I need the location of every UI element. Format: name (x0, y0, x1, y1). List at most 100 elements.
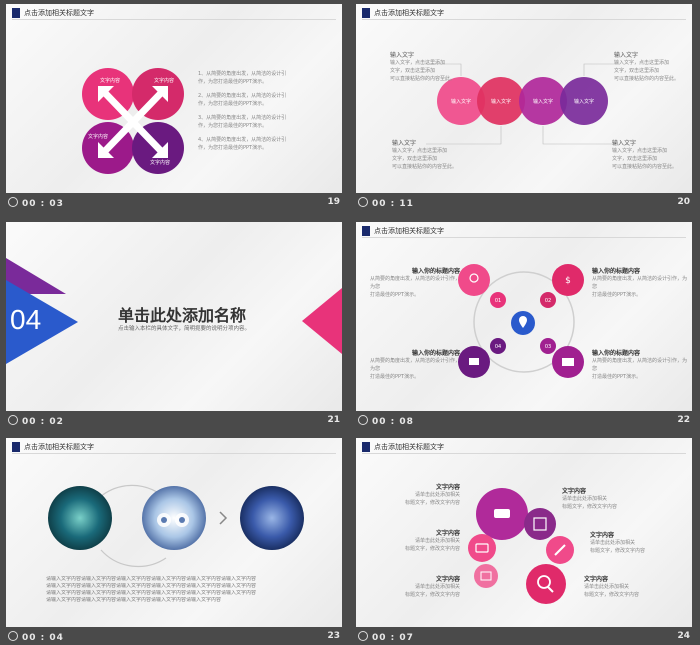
item-line: 从简要的角度出发，从简洁的设计引作，为您 (592, 358, 688, 372)
callout-line: 输入文字，点击这里添加 (614, 60, 670, 66)
item-bottom-left: 输入你的标题内容 从简要的角度出发，从简洁的设计引作，为您 打造最佳的PPT演示… (370, 348, 460, 381)
photo-circles (48, 484, 304, 568)
header-title: 点击添加相关标题文字 (374, 227, 444, 235)
pen-icon (554, 544, 566, 556)
office-photo-circle (240, 486, 304, 550)
header-title: 点击添加相关标题文字 (374, 9, 444, 17)
header-square (362, 442, 370, 452)
item-6: 文字内容 请单击此处添加相关 标题文字，修改文字内容 (584, 574, 674, 599)
pink-triangle (302, 288, 342, 354)
item-line: 请单击此处添加相关 (414, 492, 460, 498)
item-title: 文字内容 (562, 488, 587, 495)
item-line: 标题文字，修改文字内容 (404, 546, 460, 552)
section-number: 04 (10, 304, 42, 335)
callout-line: 输入文字，点击这里添加 (612, 148, 668, 154)
money-node (552, 264, 584, 296)
description-line: 1、从简要的角度出发，从简洁的设计引 (198, 71, 287, 77)
callout-line: 文字，双击这里添加 (390, 68, 436, 74)
header-title: 点击添加相关标题文字 (24, 9, 94, 17)
slide-meta: 00 : 04 23 (6, 630, 342, 644)
item-line: 请单击此处添加相关 (584, 584, 630, 590)
slide-timing: 00 : 04 (8, 631, 64, 643)
header-title: 点击添加相关标题文字 (374, 443, 444, 451)
location-pin-icon (519, 316, 527, 328)
item-title: 输入你的标题内容 (592, 350, 641, 357)
header-square (12, 8, 20, 18)
slide-meta: 00 : 03 19 (6, 196, 342, 210)
item-top-left: 输入你的标题内容 从简要的角度出发，从简洁的设计引作，为您 打造最佳的PPT演示… (370, 266, 460, 299)
camera-bubble (468, 534, 496, 562)
callout-line: 文字，双击这里添加 (612, 156, 658, 162)
clock-icon (8, 197, 18, 207)
slide-timing: 00 : 02 (8, 415, 64, 427)
item-line: 从简要的角度出发，从简洁的设计引作，为您 (370, 276, 461, 290)
chain-circle (519, 77, 567, 125)
bank-icon (562, 358, 574, 366)
paragraph-block: 请输入文字内容请输入文字内容请输入文字内容请输入文字内容请输入文字内容请输入文字… (46, 576, 326, 604)
clock-icon (358, 415, 368, 425)
item-line: 打造最佳的PPT演示。 (370, 292, 420, 298)
circle-label: 输入文字 (574, 98, 594, 105)
slide-preview: 04 单击此处添加名称 点击输入本栏的具体文字，简明扼要的说明分项内容。 (6, 222, 342, 411)
header-line (362, 453, 686, 454)
slide-number: 22 (677, 415, 690, 425)
slide-meta: 00 : 08 22 (356, 414, 692, 428)
hub-diagram: $ 01 02 03 04 (458, 264, 584, 378)
handshake-icon (494, 509, 510, 518)
badge-01 (490, 292, 506, 308)
description-line: 3、从简要的角度出发，从简洁的设计引 (198, 115, 287, 121)
item-line: 标题文字，修改文字内容 (404, 500, 460, 506)
circle-label: 输入文字 (533, 98, 553, 105)
slide-timing: 00 : 08 (358, 415, 414, 427)
item-title: 文字内容 (435, 484, 460, 491)
picture-icon (480, 571, 492, 581)
item-title: 输入你的标题内容 (411, 268, 460, 275)
callout-title: 输入文字 (612, 140, 637, 147)
item-line: 请单击此处添加相关 (590, 540, 636, 546)
callout-line: 可以直接粘贴你的内容至此。 (390, 76, 456, 82)
chevron-right-icon (219, 511, 228, 525)
badge-label: 01 (495, 298, 501, 304)
item-bottom-right: 输入你的标题内容 从简要的角度出发，从简洁的设计引作，为您 打造最佳的PPT演示… (592, 348, 688, 381)
description-line: 4、从简要的角度出发，从简洁的设计引 (198, 137, 287, 143)
callout-line: 输入文字，点击这里添加 (392, 148, 448, 154)
callout-line: 文字，双击这里添加 (392, 156, 438, 162)
callout-bottom-left: 输入文字 输入文字，点击这里添加 文字，双击这里添加 可以直接粘贴你的内容至此。 (392, 138, 472, 171)
slide-meta: 00 : 07 24 (356, 630, 692, 644)
item-2: 文字内容 请单击此处添加相关 标题文字，修改文字内容 (370, 528, 460, 553)
callout-bottom-right: 输入文字 输入文字，点击这里添加 文字，双击这里添加 可以直接粘贴你的内容至此。 (612, 138, 692, 171)
item-title: 文字内容 (584, 576, 609, 583)
header-line (12, 453, 336, 454)
petal-label: 文字内容 (150, 159, 170, 166)
bubble-cluster (468, 488, 574, 604)
chain-circles-diagram: 输入文字 输入文字 输入文字 输入文字 (437, 77, 608, 125)
callout-top-right: 输入文字 输入文字，点击这里添加 文字，双击这里添加 可以直接粘贴你的内容至此。 (614, 50, 692, 83)
chain-circle (437, 77, 485, 125)
badge-03 (540, 338, 556, 354)
callout-line: 可以直接粘贴你的内容至此。 (612, 164, 678, 170)
item-title: 输入你的标题内容 (592, 268, 641, 275)
orbit-ring (473, 271, 575, 373)
photo-bubble (474, 564, 498, 588)
item-top-right: 输入你的标题内容 从简要的角度出发，从简洁的设计引作，为您 打造最佳的PPT演示… (592, 266, 688, 299)
item-line: 打造最佳的PPT演示。 (592, 292, 642, 298)
callout-title: 输入文字 (614, 52, 639, 59)
dollar-icon: $ (565, 276, 571, 286)
description-line: 作，为您打造最佳的PPT演示。 (198, 79, 268, 85)
slide-preview: 点击添加相关标题文字 $ 01 02 03 04 (356, 222, 692, 411)
callout-line: 输入文字，点击这里添加 (390, 60, 446, 66)
section-subtitle: 点击输入本栏的具体文字，简明扼要的说明分项内容。 (118, 326, 251, 332)
item-line: 从简要的角度出发，从简洁的设计引作，为您 (592, 276, 688, 290)
slide-timing: 00 : 03 (8, 197, 64, 209)
paragraph-line: 请输入文字内容请输入文字内容请输入文字内容请输入文字内容请输入文字内容请输入文字… (46, 576, 257, 582)
description-line: 2、从简要的角度出发，从简洁的设计引 (198, 93, 287, 99)
slide-timing: 00 : 07 (358, 631, 414, 643)
slide-number: 23 (327, 631, 340, 641)
item-line: 从简要的角度出发，从简洁的设计引作，为您 (370, 358, 461, 372)
header-title: 点击添加相关标题文字 (24, 443, 94, 451)
slide-number: 21 (327, 415, 340, 425)
item-3: 文字内容 请单击此处添加相关 标题文字，修改文字内容 (370, 574, 460, 599)
slide-number: 19 (327, 197, 340, 207)
slide-timing: 00 : 11 (358, 197, 414, 209)
tech-photo-circle (48, 486, 112, 550)
